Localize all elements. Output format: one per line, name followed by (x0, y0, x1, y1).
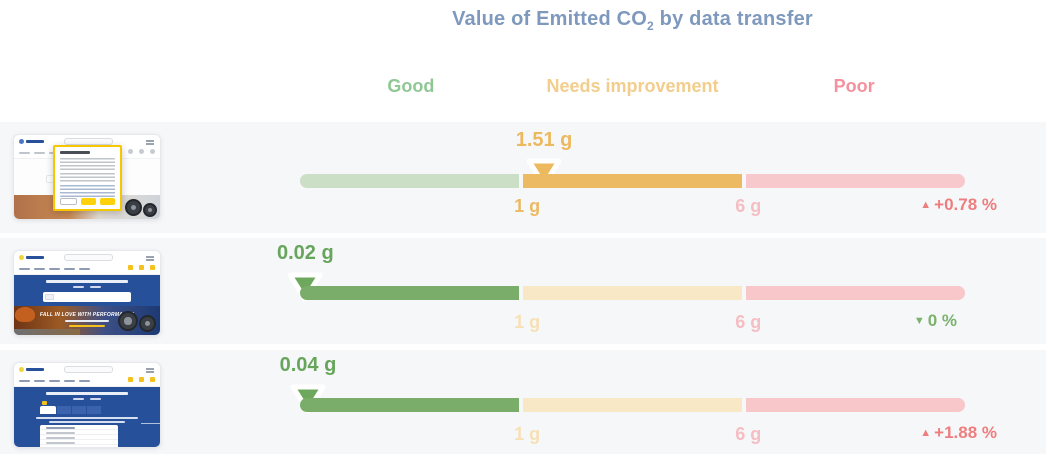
title-text-suffix: by data transfer (653, 8, 813, 30)
page-thumbnail-cookie-consent[interactable] (13, 134, 161, 220)
gauge-segment-poor (746, 174, 965, 188)
zone-label-needs-improvement: Needs improvement (546, 76, 719, 96)
michelin-logo-icon (19, 139, 45, 144)
menu-icon (146, 256, 154, 258)
tire-image (139, 315, 156, 332)
zone-legend: Good Needs improvement Poor (300, 76, 965, 97)
vehicle-tabs (40, 406, 102, 414)
zone-label-good: Good (387, 76, 435, 96)
gauge-segment-poor (746, 398, 965, 412)
threshold-label-6g: 6 g (735, 312, 762, 332)
gauge: 1.51 g 1 g 6 g (300, 122, 965, 233)
hero-section (14, 275, 160, 306)
zone-label-poor: Poor (833, 76, 875, 96)
report-row: 0.04 g 1 g 6 g ▲ +1.88 % (0, 350, 1046, 454)
menu-icon (146, 140, 154, 142)
change-percent: ▼ 0 % (914, 311, 957, 331)
change-percent-value: +1.88 % (934, 423, 997, 442)
thumb-header (14, 251, 160, 264)
thumb-search-bar (63, 254, 114, 261)
page-thumbnail-tire-selector[interactable] (13, 362, 161, 448)
trend-up-icon: ▲ (920, 427, 932, 439)
title-text: Value of Emitted CO (452, 8, 648, 30)
change-percent-value: +0.78 % (934, 195, 997, 214)
gauge-marker-icon (526, 158, 562, 188)
gauge: 0.02 g 1 g 6 g (277, 238, 965, 344)
threshold-label-1g: 1 g (514, 312, 541, 332)
thumb-page-body (14, 145, 160, 219)
page-thumbnail-homepage[interactable]: FALL IN LOVE WITH PERFORMANCE (13, 250, 161, 336)
gauge-segment-needs-improvement (523, 286, 742, 300)
change-percent: ▲ +1.88 % (920, 423, 997, 443)
tire-search-input (43, 292, 131, 302)
thumb-header (14, 135, 160, 148)
dialog-title (60, 151, 91, 154)
tire-image (143, 203, 157, 217)
threshold-label-6g: 6 g (735, 424, 762, 444)
promo-banner: FALL IN LOVE WITH PERFORMANCE (14, 306, 160, 335)
co2-value: 0.02 g (276, 242, 334, 264)
thumb-header (14, 363, 160, 376)
page-title: Value of Emitted CO2 by data transfer (300, 8, 965, 33)
thumb-nav (14, 264, 160, 275)
trend-down-icon: ▼ (913, 315, 925, 327)
threshold-label-1g: 1 g (514, 424, 541, 444)
thumb-nav (14, 376, 160, 387)
gauge-segment-poor (746, 286, 965, 300)
dropdown-list (40, 425, 118, 447)
threshold-label-1g: 1 g (514, 196, 541, 216)
cookie-accept-button (100, 198, 116, 205)
change-percent-value: 0 % (927, 311, 957, 330)
title-subscript: 2 (647, 19, 654, 33)
cookie-settings-button (81, 198, 97, 205)
michelin-logo-icon (19, 255, 45, 260)
gauge-segment-good (300, 174, 519, 188)
tire-image (118, 311, 138, 331)
trend-up-icon: ▲ (920, 199, 932, 211)
selector-section (14, 387, 160, 447)
gauge: 0.04 g 1 g 6 g (280, 350, 965, 454)
report-row: 1.51 g 1 g 6 g ▲ +0.78 % (0, 122, 1046, 233)
co2-value: 1.51 g (515, 129, 573, 151)
michelin-logo-icon (19, 367, 45, 372)
cookie-decline-button (60, 198, 78, 205)
banner-headline: FALL IN LOVE WITH PERFORMANCE (39, 312, 135, 318)
chart-header: Value of Emitted CO2 by data transfer Go… (300, 0, 965, 96)
gauge-segment-needs-improvement (523, 398, 742, 412)
thumb-search-bar (63, 138, 114, 145)
menu-icon (146, 368, 154, 370)
autumn-tree-image (15, 307, 35, 322)
gauge-segment-good (300, 286, 519, 300)
thumb-search-bar (63, 366, 114, 373)
co2-value: 0.04 g (279, 354, 337, 376)
tire-image (125, 199, 142, 216)
gauge-segment-good (300, 398, 519, 412)
cookie-consent-dialog (53, 145, 123, 211)
report-row: FALL IN LOVE WITH PERFORMANCE 0.02 g 1 g… (0, 238, 1046, 344)
gauge-segment-needs-improvement (523, 174, 742, 188)
change-percent: ▲ +0.78 % (920, 195, 997, 215)
threshold-label-6g: 6 g (735, 196, 762, 216)
